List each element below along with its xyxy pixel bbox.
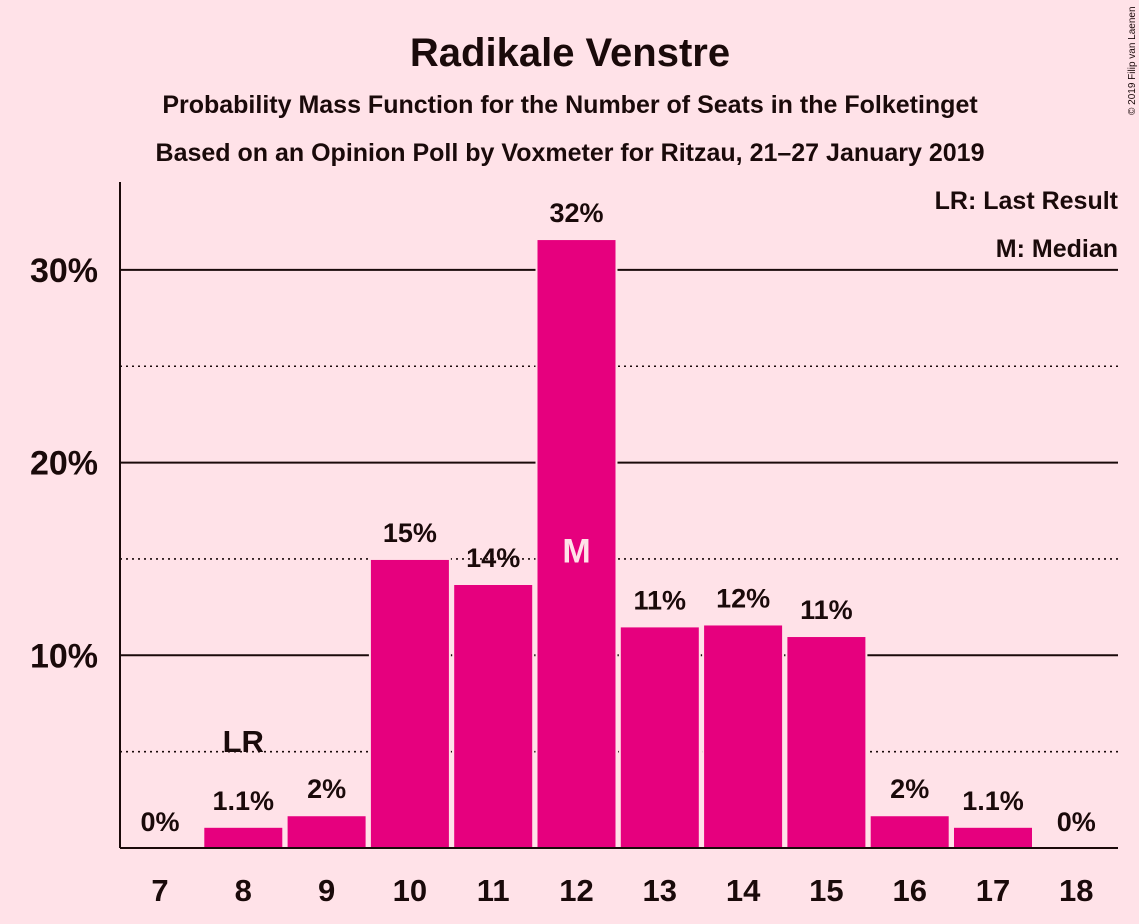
value-label: 2%: [890, 774, 929, 804]
value-label: 12%: [716, 583, 770, 613]
bar: [702, 623, 785, 850]
x-tick-label: 11: [477, 873, 510, 908]
value-label: 32%: [549, 198, 603, 228]
value-label: 0%: [140, 807, 179, 837]
chart-subtitle-1: Probability Mass Function for the Number…: [162, 91, 978, 119]
value-label: 11%: [800, 595, 853, 625]
chart-subtitle-2: Based on an Opinion Poll by Voxmeter for…: [156, 139, 985, 167]
x-tick-label: 15: [809, 873, 843, 908]
bar: [535, 238, 618, 849]
chart-title: Radikale Venstre: [410, 31, 730, 75]
x-tick-label: 14: [726, 873, 761, 908]
value-label: 15%: [383, 518, 437, 548]
x-tick-label: 10: [393, 873, 427, 908]
legend-median: M: Median: [996, 235, 1118, 263]
y-tick-label: 30%: [30, 252, 98, 290]
last-result-marker: LR: [223, 724, 264, 759]
x-tick-label: 18: [1059, 873, 1093, 908]
value-label: 0%: [1057, 807, 1096, 837]
axes: 10% 20% 30% 7 8 9 10 11 12 13 14 15 16 17 18: [30, 182, 1118, 908]
x-tick-label: 9: [318, 873, 335, 908]
bar: [452, 583, 535, 849]
x-tick-label: 16: [892, 873, 926, 908]
x-tick-label: 8: [235, 873, 252, 908]
y-tick-label: 20%: [30, 445, 98, 483]
value-label: 1.1%: [962, 786, 1024, 816]
bar-labels: 0% 1.1% 2% 15% 14% 32% 11% 12% 11% 2% 1.1% 0% LR M: [140, 198, 1095, 837]
x-tick-label: 7: [151, 873, 168, 908]
bar: [868, 814, 951, 850]
value-label: 1.1%: [213, 786, 275, 816]
bar: [618, 625, 701, 850]
bar: [368, 557, 451, 849]
copyright-note: © 2019 Filip van Laenen: [1127, 6, 1138, 115]
value-label: 2%: [307, 774, 346, 804]
value-label: 11%: [634, 585, 687, 615]
x-tick-label: 17: [976, 873, 1010, 908]
bar: [952, 825, 1034, 849]
median-marker: M: [562, 532, 590, 570]
bar: [285, 814, 368, 850]
x-tick-label: 12: [559, 873, 593, 908]
legend-last-result: LR: Last Result: [935, 187, 1119, 215]
bar: [785, 635, 868, 850]
value-label: 14%: [466, 543, 520, 573]
x-tick-label: 13: [643, 873, 677, 908]
bar: [202, 825, 285, 849]
y-tick-label: 10%: [30, 637, 98, 675]
